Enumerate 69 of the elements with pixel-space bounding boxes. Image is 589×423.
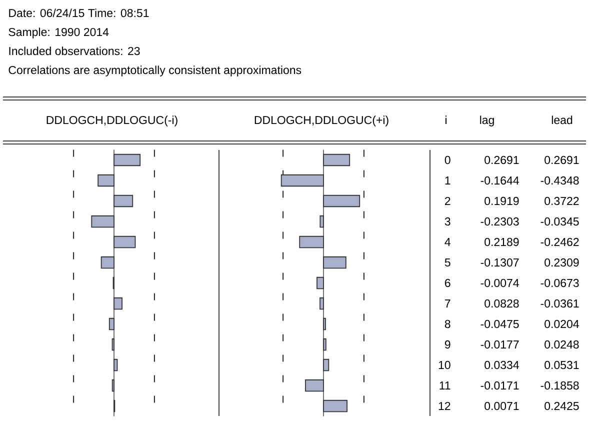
text: lead xyxy=(552,116,572,124)
bar xyxy=(114,154,141,166)
text: lag xyxy=(480,116,494,126)
bar xyxy=(114,236,136,248)
data-label: 0.0204 xyxy=(544,320,579,328)
category-label: 5 xyxy=(444,258,450,267)
text: Date: 06/24/15 Time: 08:51 xyxy=(9,8,149,18)
category-label: 1 xyxy=(445,176,450,184)
category-label: 10 xyxy=(438,360,450,370)
bar xyxy=(323,154,350,166)
bar xyxy=(316,276,324,290)
data-label: -0.0361 xyxy=(540,299,579,308)
text: Correlations are asymptotically consistent approximations xyxy=(8,66,302,76)
category-label: 8 xyxy=(444,320,450,328)
data-label: 0.2691 xyxy=(484,156,519,164)
text: Sample: 1990 2014 xyxy=(8,28,109,38)
data-label: 0.2691 xyxy=(544,156,579,164)
data-label: -0.2303 xyxy=(480,217,519,226)
data-label: -0.1644 xyxy=(480,176,519,185)
category-label: 4 xyxy=(444,238,450,246)
data-label: -0.0171 xyxy=(480,381,519,390)
category-label: 7 xyxy=(445,300,450,308)
data-label: -0.0177 xyxy=(480,340,519,349)
data-label: 0.1919 xyxy=(484,196,519,206)
data-label: 0.0248 xyxy=(544,340,579,349)
data-label: -0.4348 xyxy=(540,176,579,185)
data-label: -0.1858 xyxy=(540,381,579,390)
data-label: -0.2462 xyxy=(540,238,579,246)
bar xyxy=(323,358,330,372)
data-label: -0.0074 xyxy=(480,278,519,288)
bar xyxy=(320,215,324,228)
category-label: 0 xyxy=(444,156,450,164)
data-label: 0.0828 xyxy=(484,299,519,308)
category-label: 9 xyxy=(444,340,450,349)
data-label: 0.0531 xyxy=(544,360,579,370)
category-label: 6 xyxy=(444,278,450,288)
category-label: 2 xyxy=(444,196,450,206)
data-label: 0.3722 xyxy=(544,196,579,206)
text: Included observations: 23 xyxy=(9,46,140,56)
data-label: -0.0345 xyxy=(540,217,579,226)
data-label: -0.1307 xyxy=(480,258,519,267)
bar xyxy=(91,215,114,228)
bar xyxy=(305,379,324,392)
bar xyxy=(100,256,114,269)
bar xyxy=(320,297,324,310)
bar xyxy=(280,174,324,187)
bar xyxy=(323,256,346,269)
bar xyxy=(114,194,134,208)
bar xyxy=(323,194,360,208)
bar xyxy=(323,400,348,412)
data-label: 0.2189 xyxy=(484,238,519,246)
data-label: 0.2425 xyxy=(544,402,579,410)
bar xyxy=(299,236,324,248)
category-label: 3 xyxy=(444,217,450,226)
data-label: -0.0673 xyxy=(540,278,579,288)
bar xyxy=(323,338,326,351)
bar xyxy=(108,318,114,330)
data-label: 0.2309 xyxy=(544,258,579,267)
category-label: 11 xyxy=(440,382,450,390)
bar xyxy=(114,358,118,372)
chart-title: DDLOGCH,DDLOGUC(+i) xyxy=(254,116,388,126)
bar xyxy=(98,174,114,187)
y-axis-title: i xyxy=(445,116,447,124)
data-label: 0.0334 xyxy=(484,360,519,370)
chart-title: DDLOGCH,DDLOGUC(-i) xyxy=(46,116,178,126)
data-label: 0.0071 xyxy=(484,402,519,410)
data-label: -0.0475 xyxy=(480,320,519,328)
category-label: 12 xyxy=(438,402,450,410)
bar xyxy=(114,297,122,310)
